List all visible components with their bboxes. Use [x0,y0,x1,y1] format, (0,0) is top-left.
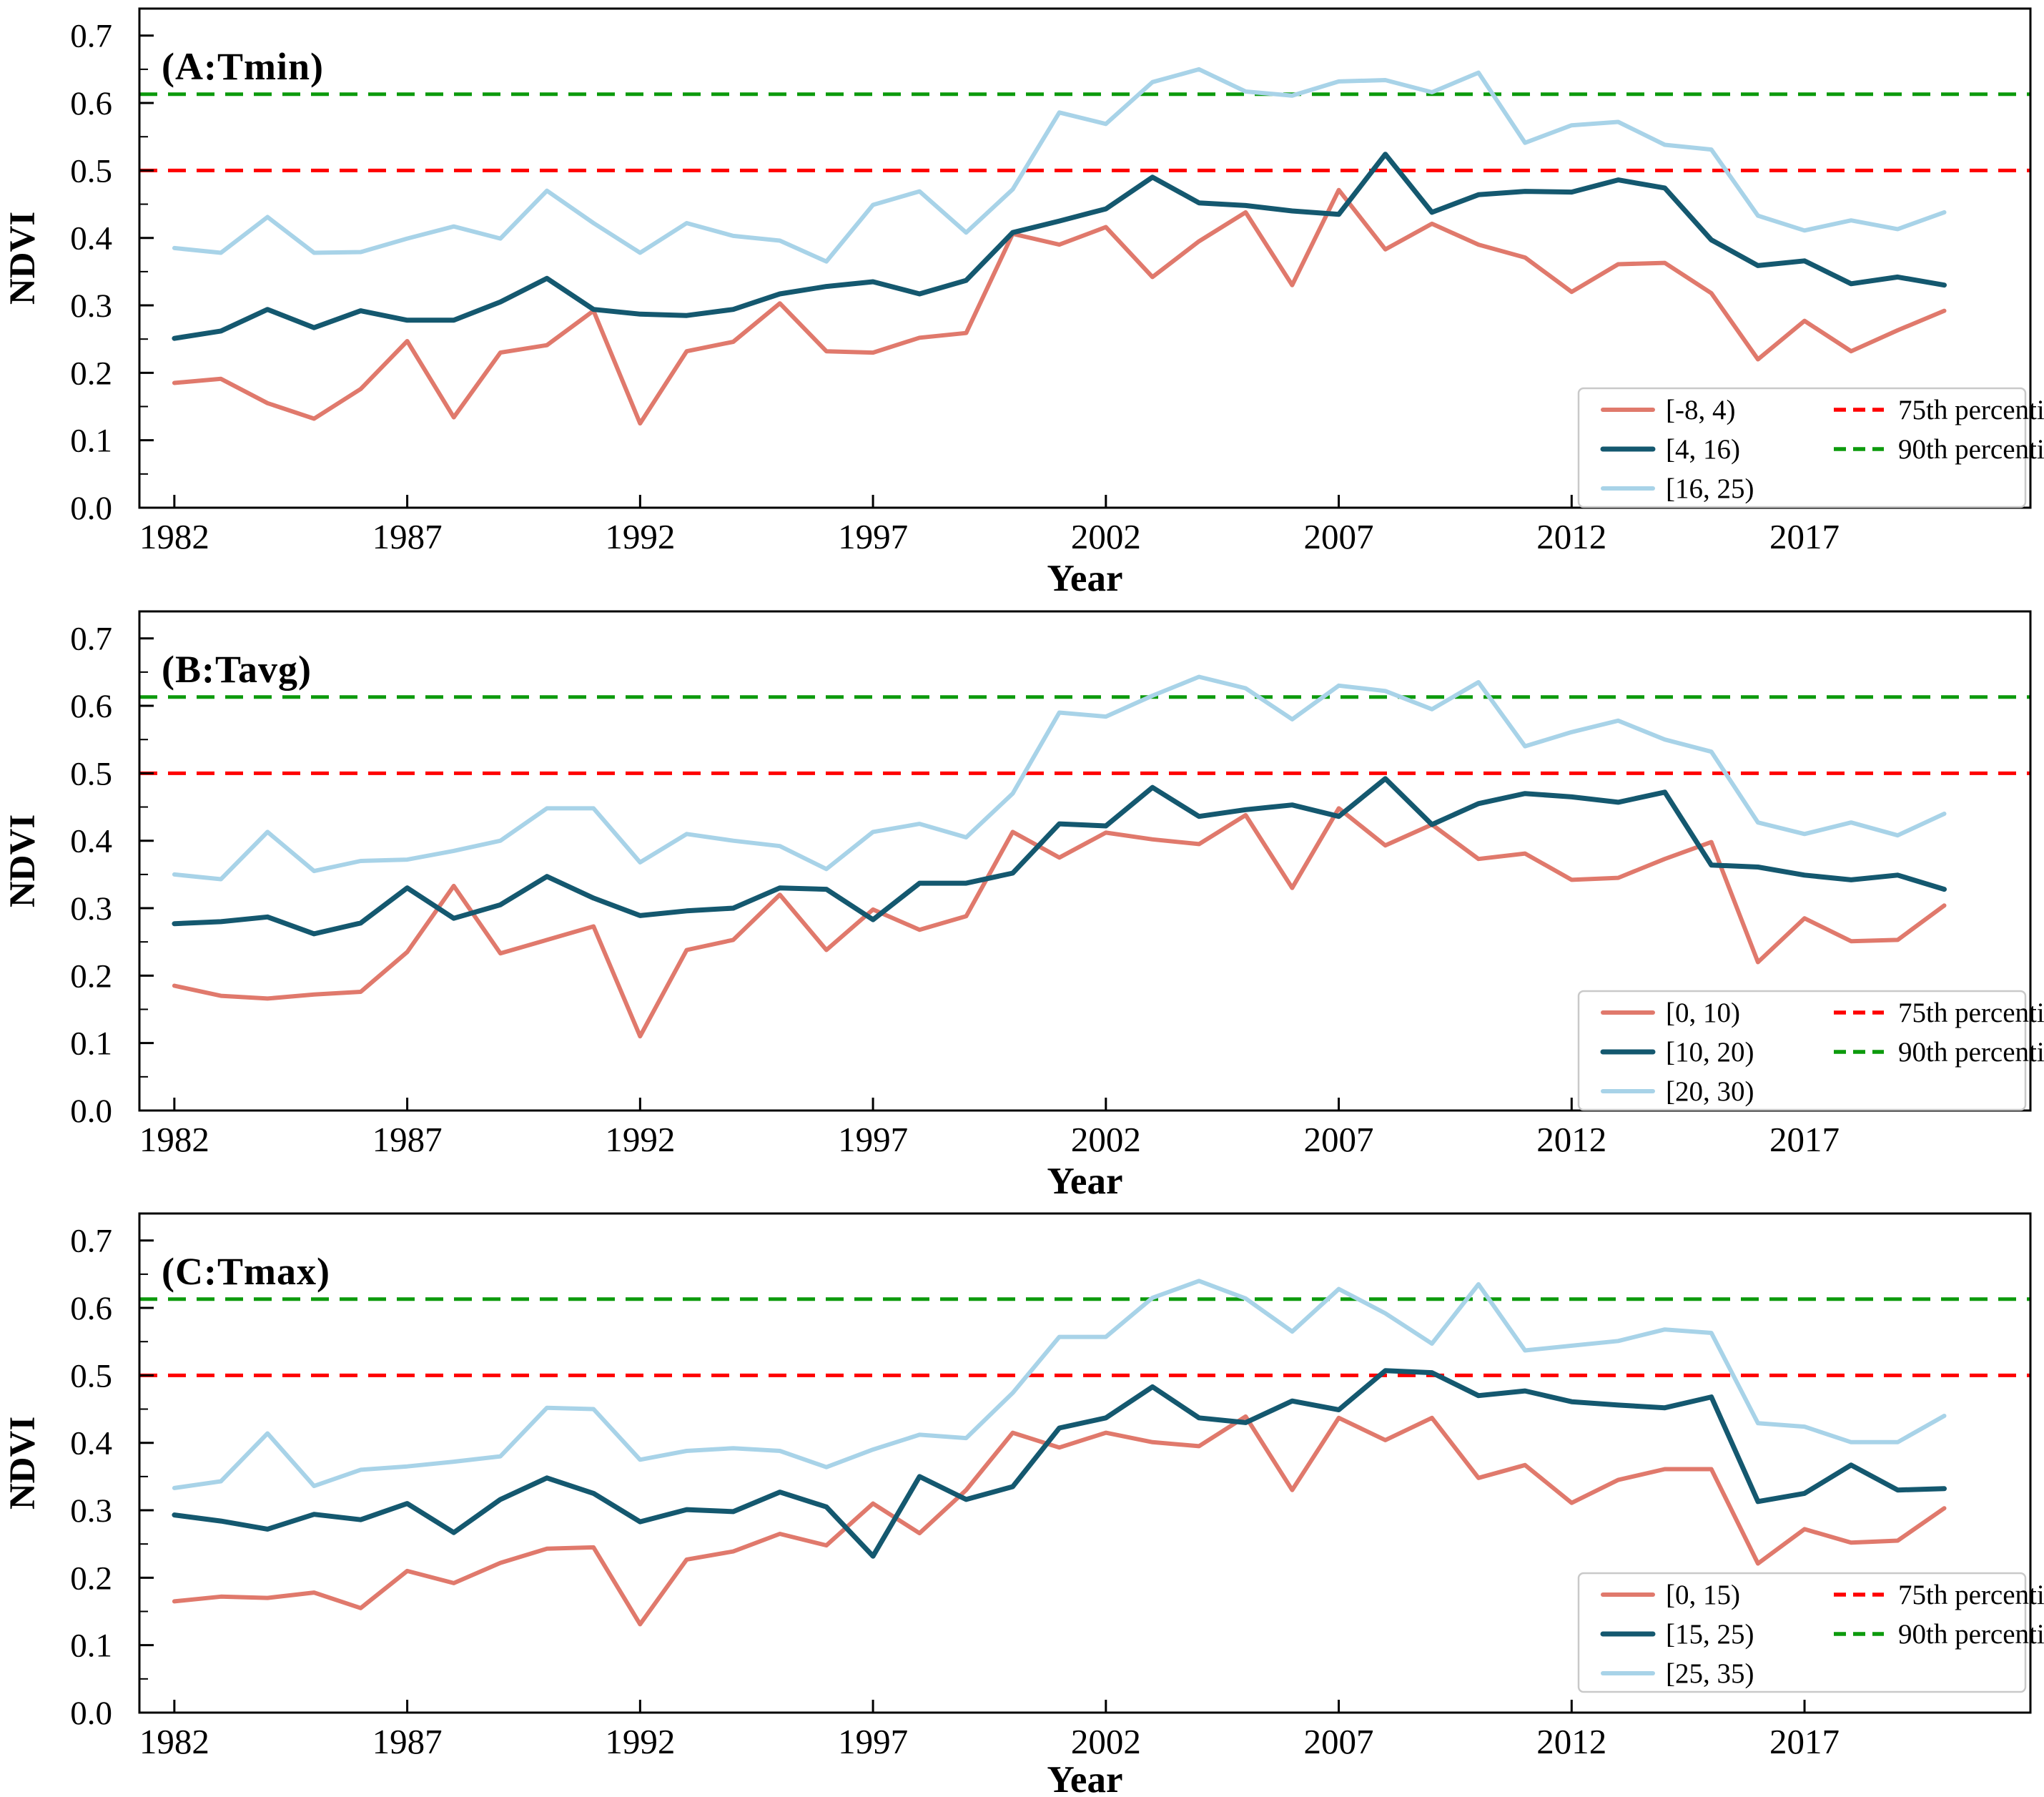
x-tick-label: 2007 [1304,517,1374,556]
series-line-2-panel-b [172,674,1947,882]
panel-a-title: (A:Tmin) [162,45,324,88]
x-tick-label: 2017 [1769,1722,1840,1761]
y-tick-label: 0.0 [70,1695,112,1732]
series-line-1-panel-a [172,152,1947,341]
y-axis-label: NDVI [3,814,43,907]
x-tick-label: 1997 [838,517,908,556]
legend-label-series-0: [0, 10) [1666,998,1740,1028]
y-tick-label: 0.6 [70,1290,112,1327]
y-tick-label: 0.4 [70,1425,112,1462]
legend-label-series-0: [0, 15) [1666,1580,1740,1610]
series-line-2-panel-a [172,67,1947,264]
legend-label-percentile-1: 90th percentile [1898,434,2044,465]
x-tick-label: 1982 [139,1120,209,1159]
legend-panel-b: [0, 10) [10, 20) [20, 30) 75th percentile 90… [1577,990,2044,1111]
x-tick-label: 1987 [372,1722,443,1761]
y-tick-label: 0.4 [70,220,112,257]
x-tick-label: 1997 [838,1120,908,1159]
y-axis-ticks [139,637,154,1112]
plot-frame [138,610,2032,1112]
y-tick-label: 0.2 [70,355,112,392]
y-tick-label: 0.5 [70,755,112,792]
y-tick-label: 0.1 [70,423,112,460]
legend-panel-a: [-8, 4) [4, 16) [16, 25) 75th percentile 90t… [1577,387,2044,508]
panel-b-title: (B:Tavg) [162,648,312,691]
x-tick-label: 2017 [1769,517,1840,556]
y-tick-label: 0.3 [70,890,112,927]
y-tick-label: 0.1 [70,1628,112,1665]
y-tick-label: 0.3 [70,287,112,325]
y-axis-ticks [139,34,154,509]
legend-label-percentile-0: 75th percentile [1898,395,2044,425]
plot-frame [138,7,2032,509]
y-tick-label: 0.7 [70,621,112,658]
x-tick-label: 2002 [1071,517,1141,556]
y-tick-label: 0.7 [70,18,112,55]
legend-label-series-2: [25, 35) [1666,1658,1754,1689]
panel-c: 0.0 0.1 0.2 0.3 0.4 0.5 0.6 0.7 1982 1987 1992 1997… [3,1212,2044,1797]
legend-label-percentile-0: 75th percentile [1898,1580,2044,1610]
legend-label-series-1: [15, 25) [1666,1619,1754,1650]
x-tick-label: 1987 [372,1120,443,1159]
y-tick-label: 0.6 [70,85,112,122]
series-line-2-panel-c [172,1279,1947,1490]
panel-c-title: (C:Tmax) [162,1250,330,1293]
legend-label-series-0: [-8, 4) [1666,395,1735,425]
x-tick-label: 1992 [605,517,675,556]
x-tick-label: 2002 [1071,1120,1141,1159]
legend-label-percentile-1: 90th percentile [1898,1619,2044,1650]
legend-box [1577,990,2027,1111]
series-line-0-panel-a [172,187,1947,426]
x-tick-label: 2012 [1536,1120,1606,1159]
y-tick-label: 0.2 [70,957,112,995]
series-line-0-panel-c [172,1414,1947,1627]
y-tick-label: 0.5 [70,1357,112,1394]
x-tick-label: 1987 [372,517,443,556]
series-line-1-panel-b [172,776,1947,937]
y-tick-label: 0.6 [70,688,112,725]
y-axis-ticks [139,1239,154,1714]
panel-a: 0.0 0.1 0.2 0.3 0.4 0.5 0.6 0.7 1982 1987 1992 1997… [3,7,2044,599]
legend-label-series-1: [10, 20) [1666,1037,1754,1068]
legend-label-series-1: [4, 16) [1666,434,1740,465]
legend-box [1577,1572,2027,1693]
panel-b: 0.0 0.1 0.2 0.3 0.4 0.5 0.6 0.7 1982 1987 1992 1997… [3,610,2044,1202]
y-tick-label: 0.5 [70,152,112,189]
y-tick-label: 0.4 [70,823,112,860]
y-tick-label: 0.3 [70,1492,112,1530]
series-line-1-panel-c [172,1368,1947,1559]
x-tick-label: 2012 [1536,517,1606,556]
x-tick-label: 1992 [605,1722,675,1761]
x-tick-label: 2012 [1536,1722,1606,1761]
y-tick-label: 0.2 [70,1560,112,1597]
x-axis-label: Year [1047,1759,1123,1797]
x-tick-label: 2007 [1304,1722,1374,1761]
legend-label-series-2: [20, 30) [1666,1076,1754,1107]
legend-box [1577,387,2027,508]
y-tick-label: 0.1 [70,1025,112,1063]
legend-label-series-2: [16, 25) [1666,473,1754,504]
y-tick-label: 0.0 [70,490,112,527]
y-tick-label: 0.0 [70,1093,112,1130]
x-tick-label: 2007 [1304,1120,1374,1159]
x-tick-label: 1997 [838,1722,908,1761]
x-axis-label: Year [1047,558,1123,599]
x-tick-label: 2017 [1769,1120,1840,1159]
series-line-0-panel-b [172,806,1947,1039]
x-axis-label: Year [1047,1161,1123,1202]
legend-label-percentile-0: 75th percentile [1898,998,2044,1028]
x-tick-label: 2002 [1071,1722,1141,1761]
legend-label-percentile-1: 90th percentile [1898,1037,2044,1068]
y-axis-label: NDVI [3,212,43,305]
y-axis-label: NDVI [3,1417,43,1510]
y-tick-label: 0.7 [70,1223,112,1260]
x-tick-label: 1982 [139,1722,209,1761]
x-tick-label: 1982 [139,517,209,556]
x-tick-label: 1992 [605,1120,675,1159]
plot-frame [138,1212,2032,1714]
legend-panel-c: [0, 15) [15, 25) [25, 35) 75th percentile 90… [1577,1572,2044,1693]
